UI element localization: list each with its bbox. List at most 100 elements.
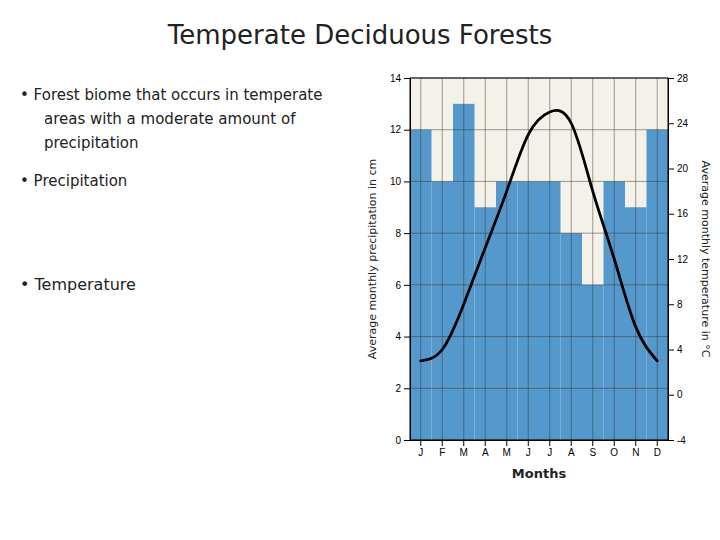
tick-mark [614, 440, 615, 446]
chart: Temperate Deciduous Forests• Forest biom… [0, 0, 720, 540]
tick-mark [404, 285, 410, 286]
y2-axis-title: Average monthly temperature in °C [699, 161, 712, 358]
tick-mark [404, 440, 410, 441]
tick-label: 8 [395, 228, 401, 239]
x-axis-title: Months [512, 466, 567, 481]
tick: 16 [668, 208, 689, 219]
tick-mark [420, 440, 421, 446]
tick: F [439, 440, 445, 458]
tick: M [503, 440, 511, 458]
grid-line [463, 78, 464, 440]
tick-label: -4 [677, 435, 686, 446]
tick-mark [404, 388, 410, 389]
y-axis: 0 2 4 6 8 10 12 14 [390, 73, 411, 446]
line [421, 110, 658, 360]
grid-line [592, 78, 593, 440]
tick-label: 12 [390, 124, 402, 135]
y-axis-title: Average monthly precipitation in cm [366, 159, 379, 360]
tick-label: 4 [677, 344, 683, 355]
tick-label: 4 [395, 331, 401, 342]
tick-mark [668, 214, 674, 215]
grid-line [635, 78, 636, 440]
tick-mark [404, 130, 410, 131]
tick-mark [528, 440, 529, 446]
grid-line [410, 181, 668, 182]
annotation: • Precipitation [20, 172, 127, 190]
tick: S [589, 440, 596, 458]
grid-line [506, 78, 507, 440]
annotation: • Temperature [20, 275, 136, 294]
grid-line [410, 129, 668, 130]
tick: O [610, 440, 618, 458]
tick: 8 [395, 228, 410, 239]
tick-mark [404, 181, 410, 182]
tick: J [547, 440, 552, 458]
tick-label: 0 [395, 435, 401, 446]
grid-line [410, 388, 668, 389]
tick-label: S [589, 447, 596, 458]
tick-label: 20 [677, 163, 689, 174]
tick: M [460, 440, 468, 458]
tick-label: 0 [677, 389, 683, 400]
tick-label: D [654, 447, 661, 458]
tick-mark [485, 440, 486, 446]
grid-line [657, 78, 658, 440]
tick-mark [668, 259, 674, 260]
tick-mark [463, 440, 464, 446]
grid-line [410, 233, 668, 234]
tick: 20 [668, 163, 689, 174]
plot-frame [410, 78, 668, 440]
tick-label: J [418, 447, 423, 458]
tick-mark [506, 440, 507, 446]
tick-label: 16 [677, 208, 689, 219]
tick: A [482, 440, 489, 458]
tick-mark [404, 78, 410, 79]
tick-mark [442, 440, 443, 446]
tick: 4 [395, 331, 410, 342]
tick-label: 24 [677, 118, 689, 129]
grid-line [442, 78, 443, 440]
tick: 12 [668, 254, 689, 265]
tick: 4 [668, 344, 683, 355]
marks [410, 104, 668, 440]
tick: 28 [668, 73, 689, 84]
tick-mark [668, 350, 674, 351]
grid [410, 78, 668, 440]
tick: 8 [668, 299, 683, 310]
tick-label: 2 [395, 383, 401, 394]
tick-label: J [526, 447, 531, 458]
tick-mark [668, 440, 674, 441]
title: Temperate Deciduous Forests [167, 20, 552, 50]
tick: 2 [395, 383, 410, 394]
tick-label: A [568, 447, 575, 458]
tick: 14 [390, 73, 410, 84]
tick-mark [668, 304, 674, 305]
tick: D [654, 440, 661, 458]
tick-label: A [482, 447, 489, 458]
tick: 10 [390, 176, 410, 187]
tick-mark [404, 337, 410, 338]
tick-mark [592, 440, 593, 446]
tick-label: 14 [390, 73, 402, 84]
tick-label: J [547, 447, 552, 458]
tick-label: 8 [677, 299, 683, 310]
tick: J [526, 440, 531, 458]
bar-series [410, 104, 668, 440]
tick: J [418, 440, 423, 458]
tick-mark [635, 440, 636, 446]
grid-line [571, 78, 572, 440]
tick-label: M [503, 447, 511, 458]
axis-line [669, 79, 675, 441]
x-axis: JFMAMJJASOND [411, 440, 669, 458]
grid-line [420, 78, 421, 440]
tick-label: 12 [677, 254, 689, 265]
tick-label: N [632, 447, 639, 458]
tick-mark [571, 440, 572, 446]
tick: 0 [668, 389, 683, 400]
tick: 0 [395, 435, 410, 446]
tick: 24 [668, 118, 689, 129]
grid-line [549, 78, 550, 440]
tick: 6 [395, 280, 410, 291]
tick: -4 [668, 435, 686, 446]
axis-line [404, 79, 411, 441]
